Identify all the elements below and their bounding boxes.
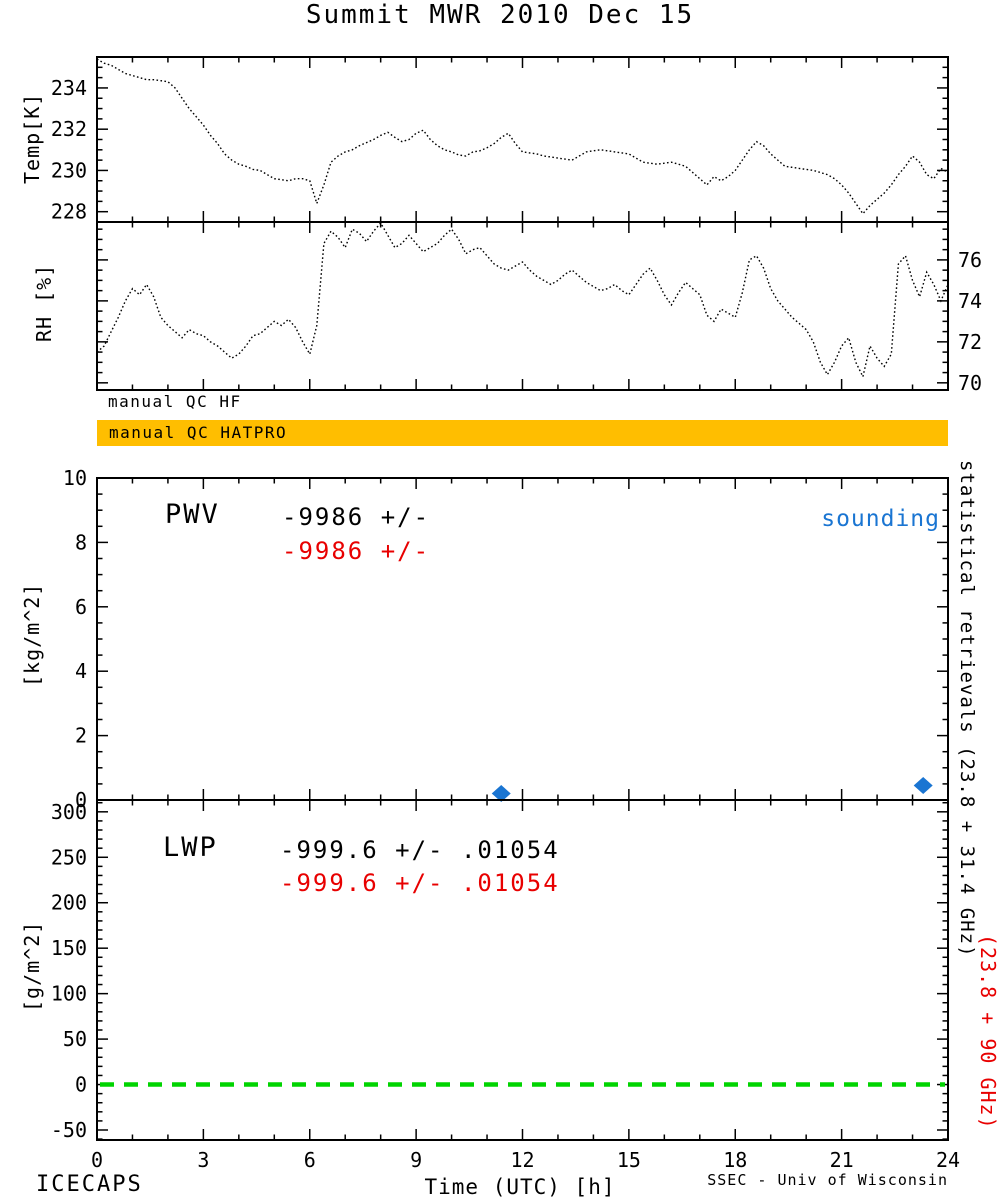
lwp-ytick-label: 250 [51, 845, 87, 869]
temp-ytick-label: 230 [51, 158, 87, 182]
pwv-ytick-label: 8 [75, 530, 87, 554]
sounding-legend-label: sounding [821, 506, 940, 532]
temp-panel: 228 230 232 234 [51, 56, 949, 224]
x-tick-label: 24 [936, 1148, 960, 1172]
page-title: Summit MWR 2010 Dec 15 [305, 0, 695, 30]
rh-ytick-label: 72 [958, 330, 982, 354]
pwv-ytick-label: 6 [75, 595, 87, 619]
sounding-marker [491, 785, 511, 803]
x-tick-label: 6 [304, 1148, 316, 1172]
qc-hf-label: manual QC HF [108, 392, 242, 411]
temp-ytick-label: 232 [51, 117, 87, 141]
qc-hatpro-bar: manual QC HATPRO [97, 420, 948, 446]
right-caption-statistical: statistical retrievals (23.8 + 31.4 GHz) [956, 460, 978, 958]
footer-project-label: ICECAPS [36, 1172, 143, 1197]
rh-panel: 70 72 74 76 [96, 221, 982, 395]
pwv-panel: 0 2 4 6 8 10 [63, 466, 949, 812]
pwv-ytick-label: 4 [75, 659, 87, 683]
lwp-ytick-label: 0 [75, 1073, 87, 1097]
pwv-panel-title: PWV [165, 499, 220, 530]
x-tick-label: 9 [410, 1148, 422, 1172]
lwp-ytick-label: 200 [51, 891, 87, 915]
lwp-stat-red: -999.6 +/- .01054 [280, 869, 560, 897]
rh-axis-label: RH [%] [32, 263, 56, 342]
rh-series-line [96, 221, 949, 379]
x-tick-label: 3 [197, 1148, 209, 1172]
temp-axis-label: Temp[K] [20, 92, 44, 184]
sounding-marker [913, 777, 933, 795]
temp-frame [96, 56, 949, 223]
rh-ytick-label: 76 [958, 248, 982, 272]
rh-ytick-label: 70 [958, 371, 982, 395]
temp-series-line [96, 58, 949, 215]
pwv-ytick-label: 0 [75, 788, 87, 812]
lwp-axis-label: [g/m^2] [20, 920, 44, 1012]
lwp-ytick-label: 150 [51, 936, 87, 960]
pwv-ytick-label: 10 [63, 466, 87, 490]
x-tick-label: 18 [723, 1148, 747, 1172]
pwv-stat-red: -9986 +/- [282, 537, 431, 565]
lwp-ytick-label: -50 [51, 1118, 87, 1142]
pwv-ytick-label: 2 [75, 724, 87, 748]
lwp-frame [96, 799, 949, 1141]
x-tick-label: 12 [510, 1148, 534, 1172]
x-tick-label: 21 [830, 1148, 854, 1172]
lwp-ytick-label: 50 [63, 1027, 87, 1051]
pwv-stat-black: -9986 +/- [282, 503, 431, 531]
x-axis-title: Time (UTC) [h] [424, 1175, 616, 1199]
lwp-ytick-label: 100 [51, 982, 87, 1006]
pwv-axis-label: [kg/m^2] [20, 582, 44, 687]
rh-frame [96, 221, 949, 391]
rh-ytick-label: 74 [958, 289, 982, 313]
temp-ytick-label: 234 [51, 76, 87, 100]
footer-credit-label: SSEC - Univ of Wisconsin [707, 1171, 948, 1189]
temp-ytick-label: 228 [51, 200, 87, 224]
lwp-stat-black: -999.6 +/- .01054 [280, 836, 560, 864]
right-caption-hf-freqs: (23.8 + 90 GHz) [976, 934, 1000, 1130]
qc-hatpro-label: manual QC HATPRO [109, 423, 288, 442]
lwp-ytick-label: 300 [51, 800, 87, 824]
lwp-panel-title: LWP [163, 832, 218, 863]
x-tick-label: 15 [617, 1148, 641, 1172]
x-tick-label: 0 [91, 1148, 103, 1172]
